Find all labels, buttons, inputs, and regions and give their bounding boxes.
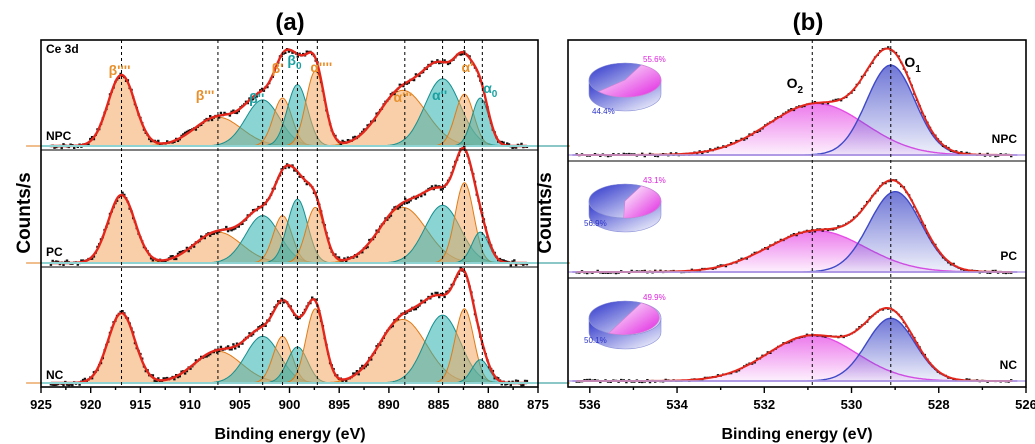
peak-label: α'''' bbox=[310, 59, 332, 75]
sample-label: NPC bbox=[992, 132, 1018, 146]
panel-b-ylabel: Counts/s bbox=[535, 172, 556, 253]
panel-b-xlabel: Binding energy (eV) bbox=[721, 426, 872, 443]
peak-label: β' bbox=[272, 60, 284, 76]
peak-label: α''' bbox=[394, 89, 413, 105]
panel-b-row-nc: NC 49.9% 50.1% bbox=[568, 293, 1026, 384]
plot-frame bbox=[567, 39, 1027, 388]
peak-label: β0 bbox=[287, 52, 302, 72]
x-tick-label: 534 bbox=[666, 397, 688, 412]
pie-lower-percent: 44.4% bbox=[592, 107, 615, 116]
sample-label: NPC bbox=[46, 129, 72, 143]
sample-label: PC bbox=[46, 245, 63, 259]
pie-slice-upper bbox=[597, 64, 662, 98]
peak-label: α0 bbox=[483, 80, 498, 100]
x-tick-label: 532 bbox=[753, 397, 775, 412]
panel-a-row-nc: NC bbox=[26, 266, 570, 387]
sample-label: NC bbox=[46, 368, 64, 382]
panel-b-title: (b) bbox=[793, 9, 824, 36]
x-tick-label: 528 bbox=[928, 397, 950, 412]
x-tick-label: 920 bbox=[80, 397, 102, 412]
x-tick-label: 526 bbox=[1015, 397, 1035, 412]
panel-b: NPC 55.6% 44.4% PC 43.1% 56.9% NC 49.9% 50.1% O2 O… bbox=[567, 39, 1035, 412]
pie-inset: 55.6% 44.4% bbox=[588, 55, 666, 116]
x-tick-label: 875 bbox=[527, 397, 549, 412]
ce3d-label: Ce 3d bbox=[46, 42, 79, 56]
x-tick-label: 895 bbox=[328, 397, 350, 412]
peak-label: O2 bbox=[787, 75, 804, 96]
pie-slice-upper bbox=[608, 302, 660, 335]
x-tick-label: 885 bbox=[428, 397, 450, 412]
x-tick-label: 890 bbox=[378, 397, 400, 412]
sample-label: PC bbox=[1000, 249, 1017, 263]
panel-b-row-npc: NPC 55.6% 44.4% bbox=[568, 46, 1026, 158]
panel-a-ylabel: Counts/s bbox=[14, 172, 35, 253]
x-tick-label: 530 bbox=[841, 397, 863, 412]
panel-b-row-pc: PC 43.1% 56.9% bbox=[568, 176, 1026, 275]
panel-a-title: (a) bbox=[275, 9, 304, 36]
sample-label: NC bbox=[1000, 358, 1018, 372]
x-tick-label: 900 bbox=[279, 397, 301, 412]
peak-label: β'''' bbox=[109, 62, 131, 78]
pie-upper-percent: 55.6% bbox=[643, 55, 666, 64]
pie-slice-upper bbox=[623, 185, 662, 219]
panel-a-xlabel: Binding energy (eV) bbox=[214, 426, 365, 443]
fit-envelope bbox=[50, 48, 527, 148]
peak-label: O1 bbox=[904, 54, 921, 75]
pie-inset: 49.9% 50.1% bbox=[584, 293, 666, 350]
x-tick-label: 905 bbox=[229, 397, 251, 412]
x-tick-label: 880 bbox=[477, 397, 499, 412]
x-tick-label: 925 bbox=[30, 397, 52, 412]
pie-lower-percent: 56.9% bbox=[584, 219, 607, 228]
pie-lower-percent: 50.1% bbox=[584, 336, 607, 345]
x-tick-label: 915 bbox=[130, 397, 152, 412]
x-tick-label: 910 bbox=[179, 397, 201, 412]
peak-label: β''' bbox=[196, 87, 215, 103]
peak-label: β'' bbox=[249, 90, 264, 106]
peak-label: α'' bbox=[432, 87, 447, 103]
peak-label: α' bbox=[461, 59, 473, 75]
pie-upper-percent: 49.9% bbox=[643, 293, 666, 302]
x-tick-label: 536 bbox=[579, 397, 601, 412]
o2-component bbox=[572, 102, 1018, 156]
fit-envelope bbox=[50, 146, 527, 265]
panel-a-row-pc: PC bbox=[26, 145, 570, 267]
pie-inset: 43.1% 56.9% bbox=[584, 176, 666, 233]
panel-a: NPC PC NC β'''' β''' β'' β' β0 α'''' α''' α'' α' α0 9… bbox=[26, 39, 570, 412]
fit-envelope bbox=[50, 267, 527, 385]
pie-upper-percent: 43.1% bbox=[643, 176, 666, 185]
